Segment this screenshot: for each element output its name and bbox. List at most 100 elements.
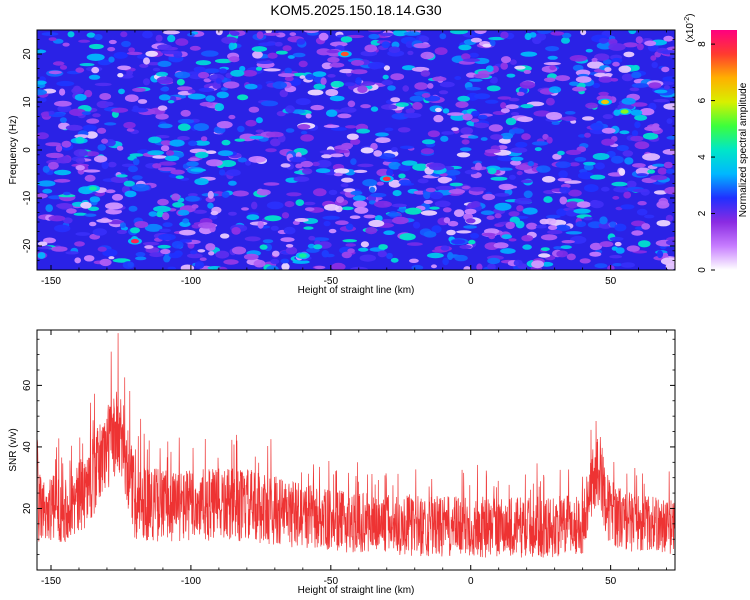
heatmap-cell [159, 161, 177, 166]
heatmap-cell [304, 207, 315, 212]
heatmap-cell [167, 266, 176, 270]
heatmap-cell [79, 63, 95, 67]
heatmap-cell [354, 206, 369, 214]
heatmap-cell [179, 229, 196, 236]
heatmap-cell [42, 165, 50, 173]
heatmap-cell [313, 188, 327, 197]
heatmap-cell [320, 77, 327, 85]
heatmap-cell [251, 201, 258, 210]
heatmap-cell [96, 218, 113, 223]
heatmap-cell [636, 173, 648, 177]
heatmap-cell [152, 155, 168, 159]
heatmap-cell [97, 59, 112, 66]
heatmap-cell [413, 43, 431, 49]
heatmap-cell [87, 206, 100, 212]
heatmap-cell [383, 158, 401, 163]
heatmap-cell [161, 50, 180, 55]
heatmap-cell [399, 145, 414, 149]
heatmap-cell [431, 264, 437, 269]
heatmap-cell [420, 210, 438, 216]
heatmap-cell [220, 233, 230, 239]
heatmap-cell [228, 211, 237, 216]
heatmap-cell [357, 163, 374, 168]
heatmap-cell [341, 142, 353, 149]
heatmap-cell [500, 132, 513, 140]
heatmap-cell [92, 113, 101, 118]
heatmap-cell [634, 121, 641, 129]
heatmap-cell [465, 86, 481, 91]
heatmap-cell [359, 254, 376, 262]
heatmap-cell [515, 164, 532, 170]
heatmap-cell [292, 52, 306, 58]
heatmap-cell [425, 187, 436, 193]
heatmap-cell [593, 53, 610, 61]
y-tick-label: 0 [22, 147, 33, 153]
heatmap-cell [505, 117, 517, 126]
heatmap-cell [41, 32, 59, 36]
heatmap-cell [474, 162, 482, 171]
heatmap-cell [226, 169, 241, 177]
heatmap-cell [230, 69, 245, 77]
heatmap-cell [191, 204, 199, 209]
heatmap-cell [473, 122, 490, 129]
heatmap-cell [546, 136, 553, 144]
heatmap-cell [360, 147, 374, 154]
x-tick-label: 50 [605, 576, 617, 587]
heatmap-cell [67, 31, 75, 38]
heatmap-cell [101, 138, 109, 144]
heatmap-cell [131, 107, 149, 113]
heatmap-cell [158, 94, 171, 101]
heatmap-cell [232, 190, 249, 197]
heatmap-y-axis-label: Frequency (Hz) [8, 116, 19, 185]
heatmap-cell [420, 51, 435, 60]
heatmap-cell [440, 245, 450, 251]
heatmap-cell [432, 76, 447, 82]
heatmap-cell [97, 246, 107, 252]
heatmap-cell [468, 239, 476, 245]
heatmap-cell [286, 192, 302, 197]
heatmap-cell [471, 110, 480, 117]
heatmap-cell [501, 234, 513, 240]
heatmap-cell [163, 255, 171, 263]
heatmap-cell [190, 250, 198, 255]
heatmap-cell [589, 251, 602, 257]
heatmap-cell [450, 30, 468, 35]
heatmap-cell [59, 65, 68, 70]
x-tick-label: 0 [468, 576, 474, 587]
heatmap-cell [490, 176, 508, 181]
heatmap-cell [500, 108, 510, 114]
heatmap-cell [105, 101, 114, 107]
heatmap-cell [186, 161, 199, 167]
heatmap-cell [340, 107, 357, 113]
heatmap-cell [108, 56, 115, 63]
heatmap-cell [360, 104, 371, 109]
heatmap-cell [357, 85, 368, 93]
heatmap-cell [459, 244, 472, 249]
heatmap-cell [537, 30, 552, 35]
heatmap-cell [420, 70, 431, 77]
heatmap-cell [521, 133, 531, 141]
heatmap-cell [105, 189, 116, 194]
heatmap-cell [275, 50, 288, 55]
colorbar-ticks: 0 2 4 6 8 [697, 41, 715, 273]
heatmap-cell [454, 76, 462, 80]
heatmap-cell [130, 227, 140, 234]
x-tick-label: 50 [605, 276, 617, 287]
heatmap-cell [453, 209, 465, 218]
heatmap-cell [45, 152, 64, 159]
heatmap-cell [37, 49, 47, 54]
heatmap-cell [300, 134, 314, 142]
heatmap-cell [172, 202, 185, 208]
heatmap-cell [201, 50, 219, 57]
heatmap-cell [654, 89, 668, 94]
heatmap-cell [160, 248, 171, 255]
colorbar-tick-label: 0 [697, 267, 708, 273]
heatmap-cell [82, 124, 97, 132]
x-tick-label: -100 [181, 576, 201, 587]
heatmap-cell [487, 263, 496, 270]
heatmap-cell [55, 144, 63, 153]
heatmap-cell [388, 179, 401, 188]
heatmap-cell [423, 191, 431, 200]
heatmap-cell [368, 200, 376, 205]
heatmap-cell [474, 30, 487, 35]
